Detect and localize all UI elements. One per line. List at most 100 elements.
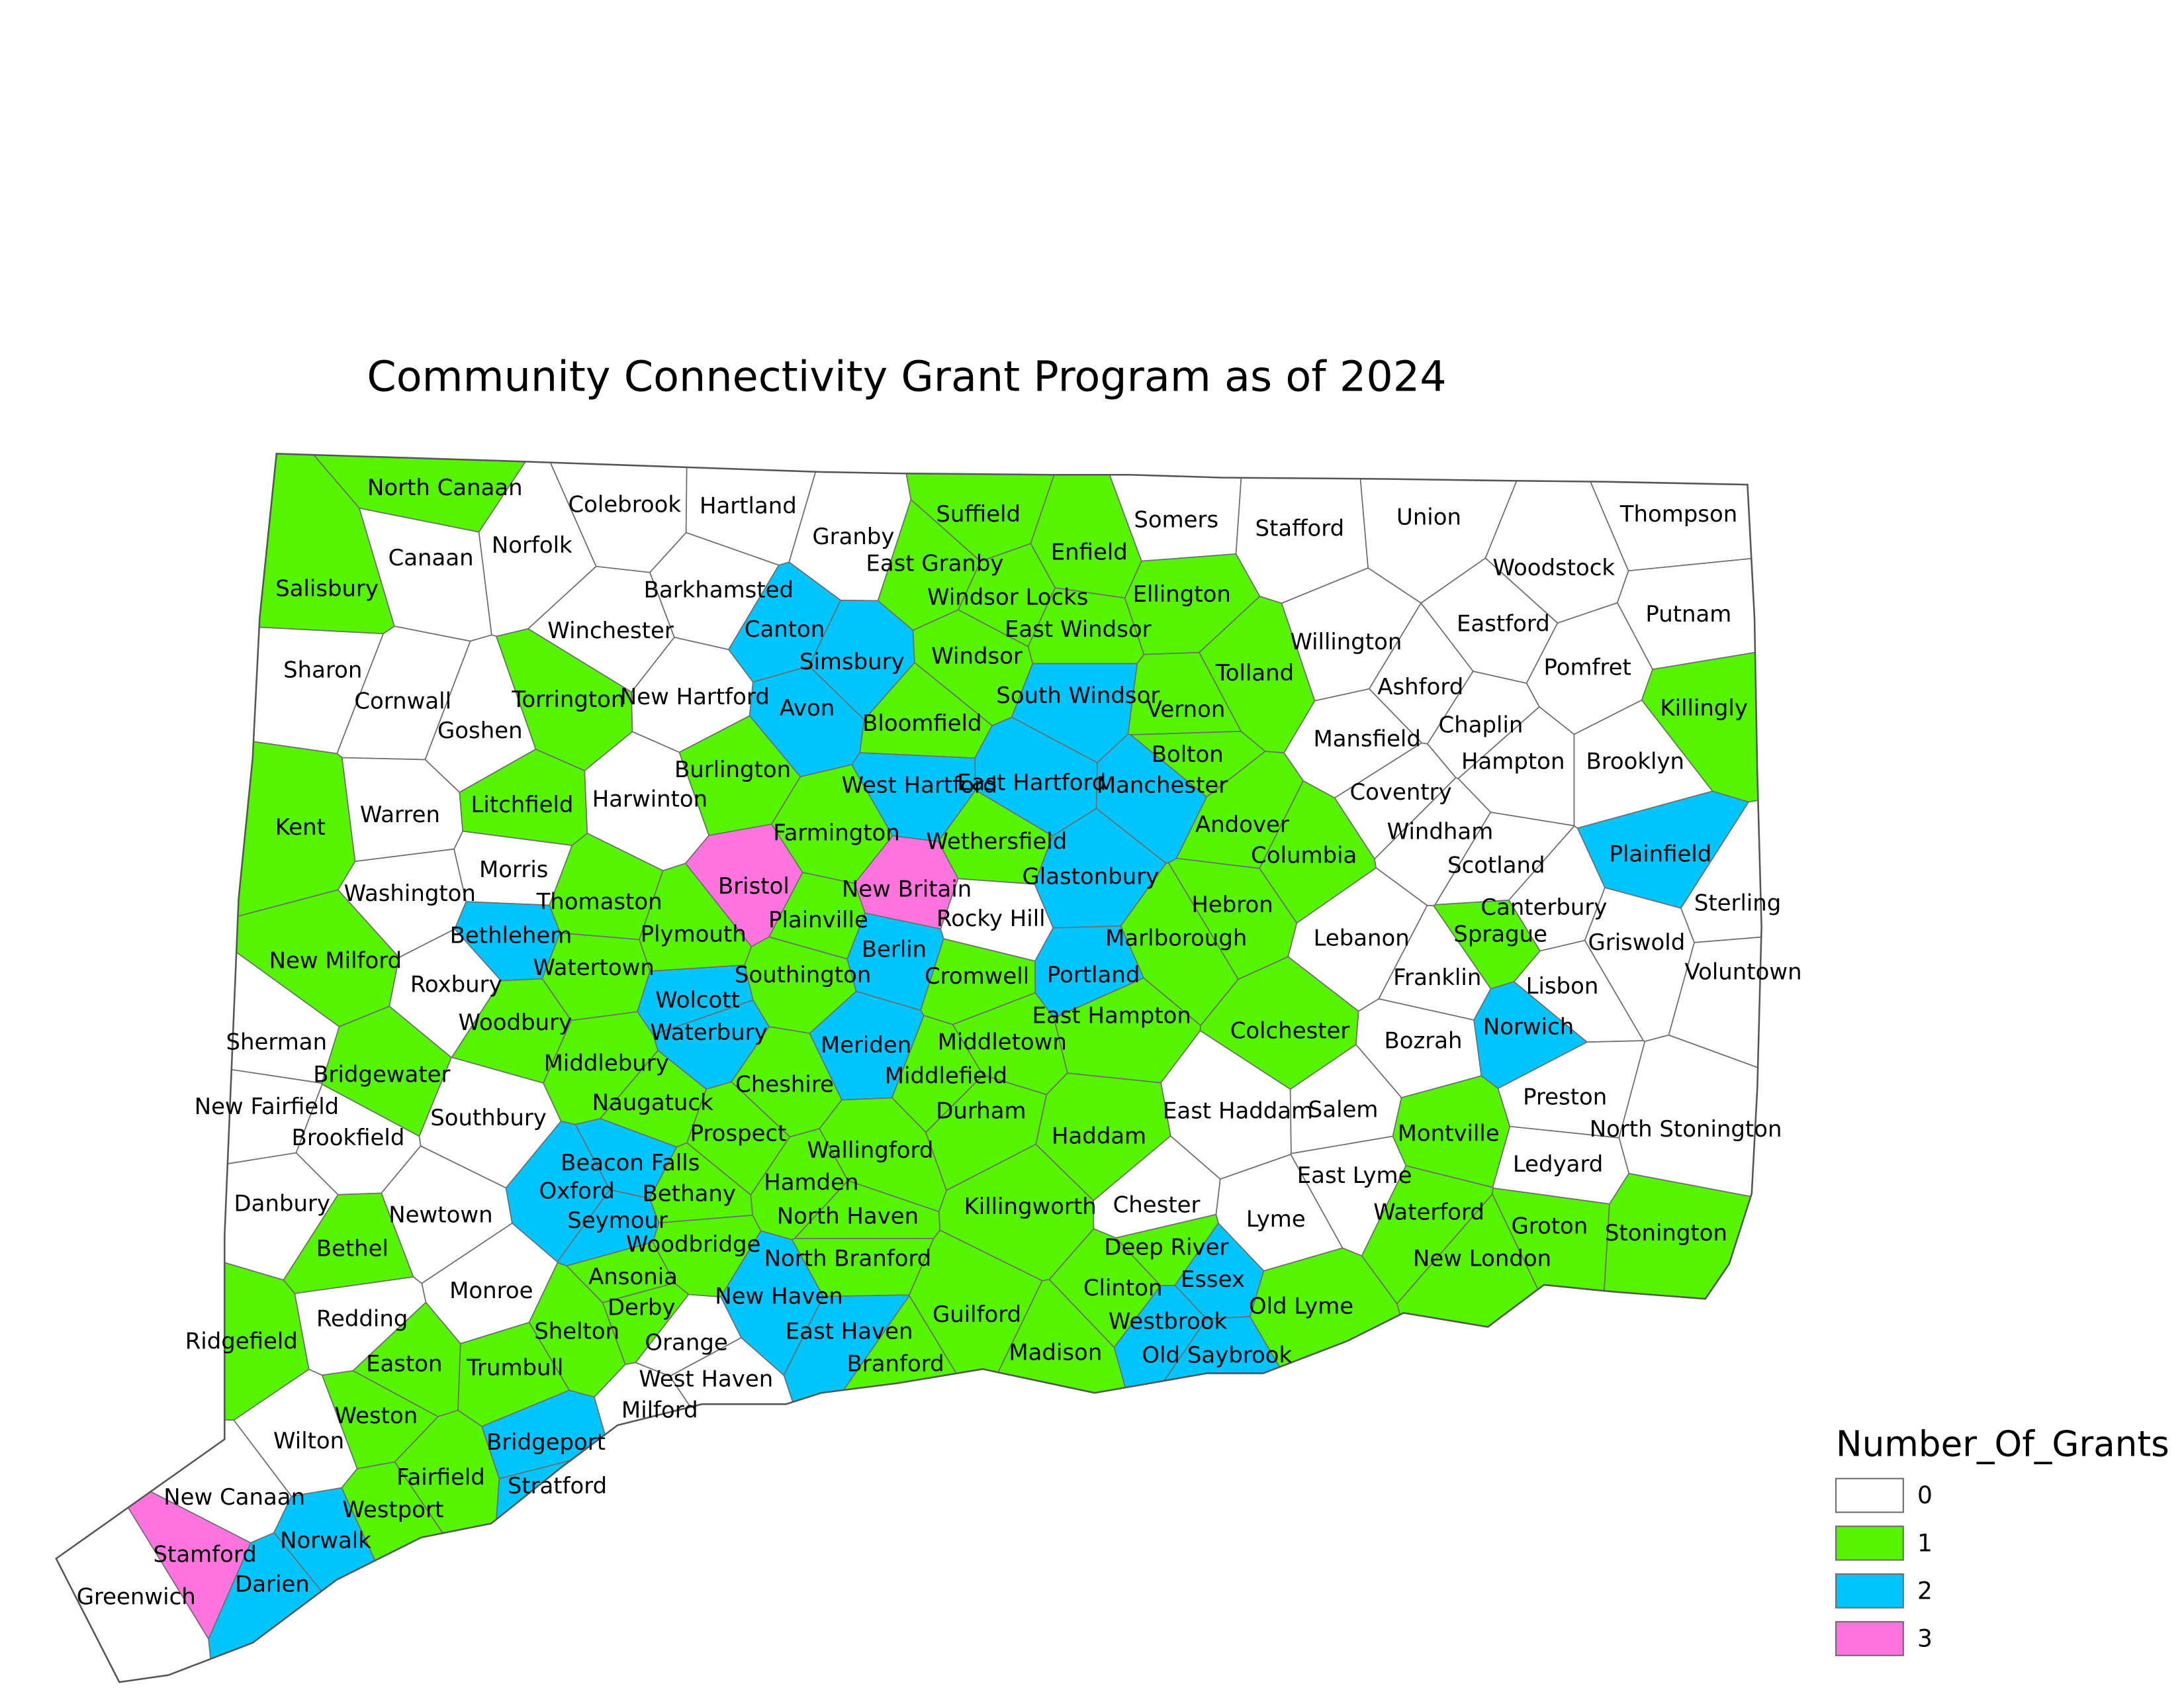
town-label: Lisbon	[1526, 974, 1599, 1000]
town-label: Canaan	[388, 545, 474, 571]
town-label: Cromwell	[925, 964, 1029, 990]
town-label: Colchester	[1230, 1019, 1350, 1045]
town-label: Beacon Falls	[561, 1150, 700, 1176]
town-label: Norwalk	[280, 1528, 371, 1554]
town-label: Harwinton	[592, 787, 707, 813]
town-label: Bloomfield	[862, 711, 981, 737]
town-label: Berlin	[862, 937, 927, 963]
town-label: South Windsor	[996, 683, 1160, 709]
town-label: Mansfield	[1313, 727, 1420, 753]
legend: Number_Of_Grants 0 1 2 3	[1835, 1423, 2169, 1656]
town-label: Seymour	[567, 1208, 668, 1234]
legend-swatch	[1835, 1620, 1904, 1656]
legend-label: 0	[1917, 1481, 1933, 1509]
town-label: Hebron	[1191, 892, 1273, 918]
town-label: Glastonbury	[1022, 864, 1159, 890]
town-label: Willington	[1290, 630, 1402, 655]
town-label: Southbury	[430, 1105, 547, 1131]
town-label: Washington	[344, 881, 476, 907]
town-label: Griswold	[1588, 930, 1685, 956]
town-label: East Granby	[866, 551, 1003, 577]
town-label: East Haven	[786, 1319, 913, 1345]
town-label: Oxford	[539, 1178, 614, 1204]
town-label: Warren	[360, 802, 440, 828]
town-label: Shelton	[534, 1319, 619, 1345]
town-label: Wilton	[273, 1429, 344, 1454]
town-label: Columbia	[1251, 843, 1357, 869]
town-label: Canton	[745, 617, 825, 643]
town-label: New Haven	[715, 1284, 843, 1310]
town-label: Chaplin	[1439, 712, 1524, 738]
town-label: New Fairfield	[195, 1094, 340, 1120]
town-label: Ashford	[1377, 675, 1463, 700]
town-label: Pomfret	[1543, 655, 1631, 680]
town-label: Torrington	[511, 687, 625, 713]
town-label: Winchester	[547, 618, 674, 644]
town-label: Windham	[1387, 820, 1494, 845]
town-label: Old Saybrook	[1142, 1343, 1292, 1369]
town-label: Killingworth	[964, 1194, 1097, 1220]
town-label: Guilford	[933, 1302, 1021, 1328]
legend-label: 3	[1917, 1625, 1933, 1653]
town-label: North Stonington	[1590, 1117, 1782, 1143]
town-label: Killingly	[1660, 696, 1747, 722]
town-label: Plymouth	[641, 921, 747, 947]
town-label: Old Lyme	[1249, 1293, 1353, 1319]
town-label: Colebrook	[568, 492, 681, 518]
town-label: Haddam	[1052, 1124, 1146, 1150]
town-label: Vernon	[1147, 697, 1226, 723]
town-label: Westbrook	[1109, 1309, 1228, 1335]
town-label: Bozrah	[1384, 1029, 1462, 1055]
town-label: Coventry	[1349, 780, 1451, 806]
town-label: Danbury	[234, 1192, 330, 1217]
legend-label: 2	[1917, 1577, 1933, 1605]
town-label: Fairfield	[396, 1465, 485, 1491]
town-label: Lyme	[1246, 1207, 1306, 1233]
town-label: Salem	[1308, 1097, 1379, 1123]
town-label: Sterling	[1694, 891, 1782, 917]
town-label: Easton	[366, 1351, 442, 1377]
town-label: Morris	[479, 857, 548, 883]
town-label: Bethlehem	[450, 923, 572, 949]
town-label: Thompson	[1619, 502, 1737, 528]
town-label: Madison	[1009, 1340, 1102, 1366]
town-label: North Haven	[777, 1204, 919, 1230]
town-label: East Lyme	[1297, 1163, 1412, 1189]
town-label: Chester	[1113, 1193, 1201, 1219]
town-label: Woodbury	[459, 1010, 572, 1036]
town-label: Union	[1396, 504, 1461, 530]
town-label: Ansonia	[588, 1264, 678, 1290]
town-label: Redding	[316, 1306, 408, 1332]
town-label: East Haddam	[1163, 1099, 1313, 1125]
town-label: Barkhamsted	[644, 578, 794, 604]
town-label: Avon	[780, 696, 835, 722]
town-label: Bristol	[718, 874, 790, 900]
town-label: Hamden	[764, 1170, 858, 1196]
town-label: Montville	[1398, 1121, 1500, 1147]
town-label: Newtown	[388, 1203, 492, 1229]
town-label: Darien	[235, 1571, 310, 1597]
town-label: Tolland	[1215, 661, 1294, 686]
town-label: New Hartford	[620, 684, 770, 710]
town-label: Ledyard	[1513, 1152, 1603, 1178]
town-label: Roxbury	[410, 972, 502, 998]
town-label: Enfield	[1051, 539, 1128, 565]
town-label: Hartland	[700, 494, 797, 520]
town-label: Derby	[608, 1295, 676, 1321]
town-label: Essex	[1181, 1267, 1245, 1293]
town-label: Salisbury	[275, 577, 379, 602]
town-label: Bolton	[1152, 742, 1224, 768]
legend-swatch	[1835, 1477, 1904, 1513]
town-label: New Canaan	[163, 1485, 305, 1511]
town-label: East Hartford	[957, 770, 1106, 796]
town-label: Woodstock	[1492, 555, 1615, 581]
town-label: Ellington	[1133, 582, 1231, 608]
town-label: Plainfield	[1610, 841, 1712, 867]
state-outline	[55, 453, 1762, 1683]
town-label: Andover	[1195, 812, 1289, 838]
town-label: Eastford	[1457, 612, 1550, 637]
town-label: Stafford	[1255, 516, 1345, 541]
town-label: Farmington	[773, 821, 900, 847]
town-label: Greenwich	[77, 1584, 196, 1610]
